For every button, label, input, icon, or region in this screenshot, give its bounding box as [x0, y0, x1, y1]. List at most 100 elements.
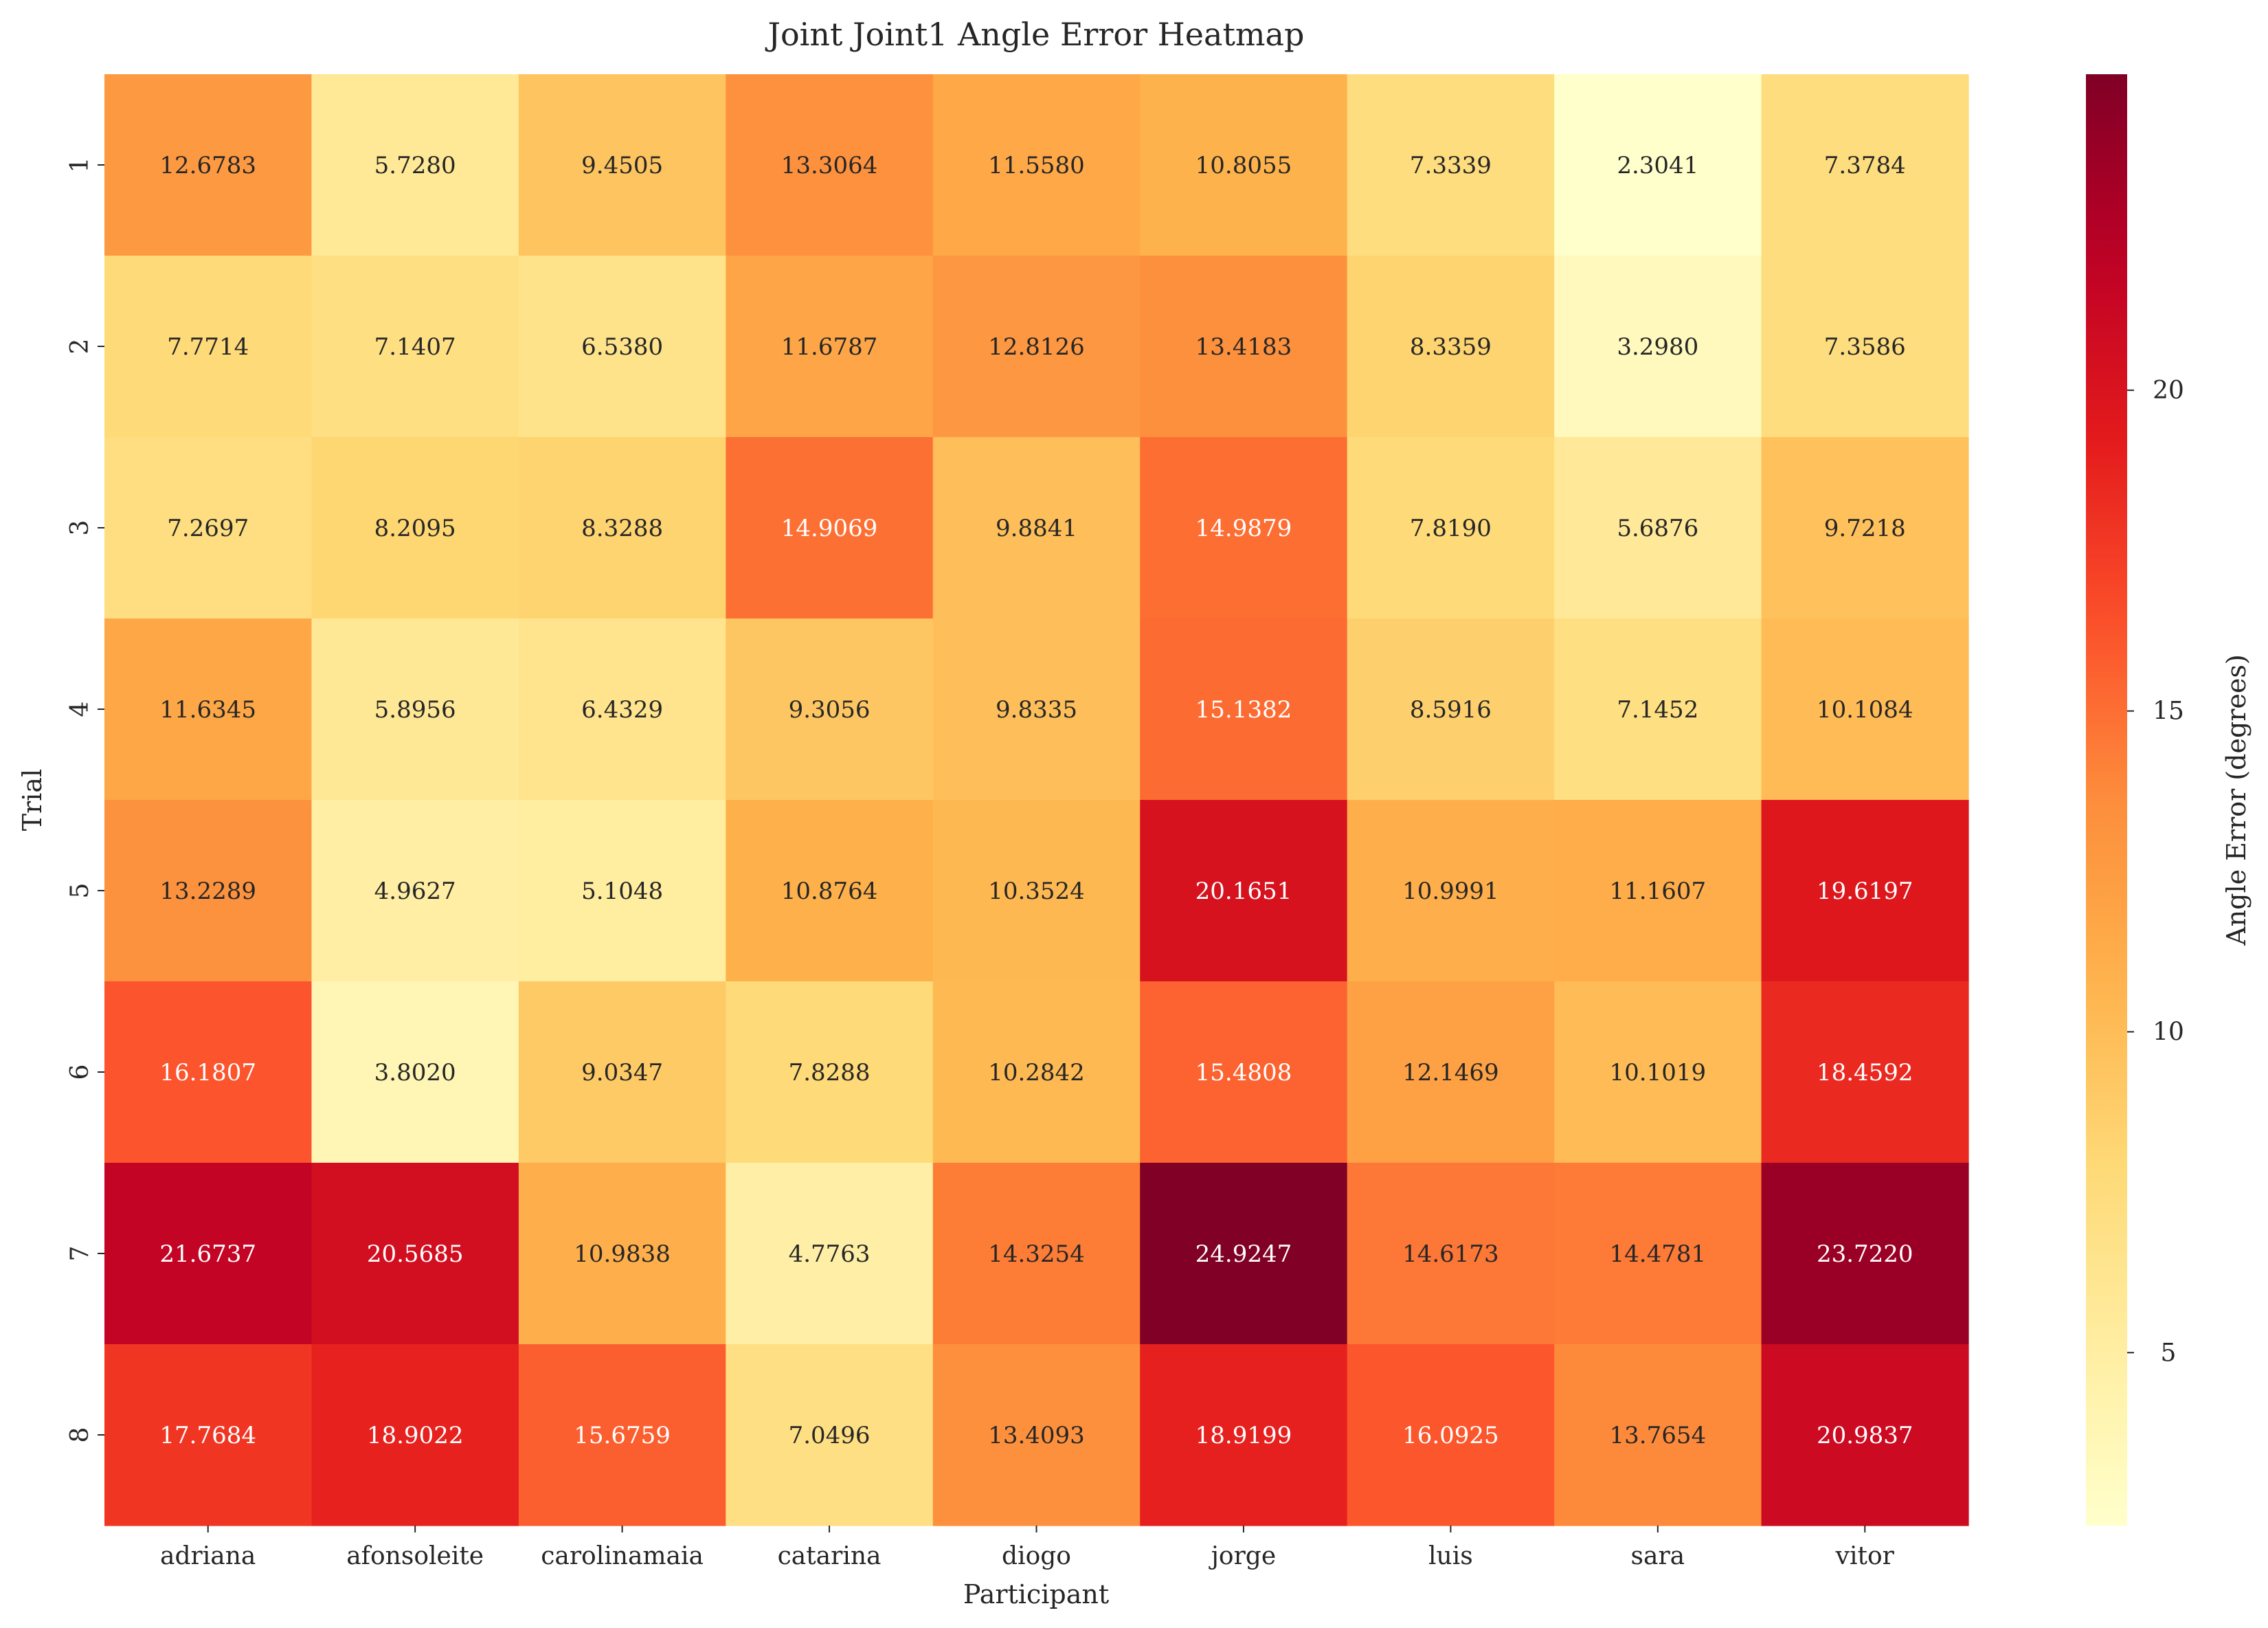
heatmap-cell: [518, 74, 726, 256]
cell-value-label: 18.9199: [1195, 1422, 1292, 1449]
cell-value-label: 11.5580: [988, 152, 1085, 179]
cell-value-label: 9.3056: [789, 696, 871, 724]
column-tick-label: afonsoleite: [346, 1542, 484, 1570]
heatmap-cell: [1140, 618, 1348, 801]
heatmap-cell: [1761, 1344, 1969, 1526]
heatmap-cell: [1140, 1344, 1348, 1526]
cell-value-label: 11.6787: [781, 333, 878, 361]
row-tick-label: 6: [66, 1064, 94, 1080]
heatmap-cell: [1554, 437, 1762, 619]
cell-value-label: 7.1452: [1617, 696, 1698, 724]
cell-value-label: 14.3254: [988, 1240, 1085, 1268]
column-tick-label: vitor: [1835, 1542, 1895, 1570]
heatmap-cell: [1347, 618, 1555, 801]
cell-value-label: 2.3041: [1617, 152, 1698, 179]
cell-value-label: 7.8190: [1410, 515, 1492, 542]
cell-value-label: 14.9879: [1195, 515, 1292, 542]
colorbar-label: Angle Error (degrees): [2221, 654, 2252, 946]
cell-value-label: 7.3784: [1824, 152, 1906, 179]
cell-value-label: 14.9069: [781, 515, 878, 542]
cell-value-label: 15.1382: [1195, 696, 1292, 724]
cell-value-label: 10.3524: [988, 878, 1085, 905]
cell-value-label: 5.8956: [374, 696, 456, 724]
heatmap-cell: [1347, 1344, 1555, 1526]
cell-value-label: 3.8020: [374, 1059, 456, 1086]
column-tick-label: diogo: [1002, 1542, 1071, 1570]
cell-value-label: 8.3359: [1410, 333, 1492, 361]
heatmap-cell: [104, 74, 313, 256]
heatmap-cell: [1140, 800, 1348, 982]
cell-value-label: 10.1019: [1610, 1059, 1707, 1086]
heatmap-cell: [104, 437, 313, 619]
heatmap-cell: [518, 618, 726, 801]
row-tick-label: 1: [66, 157, 94, 173]
heatmap-cell: [311, 437, 519, 619]
column-tick-label: jorge: [1209, 1542, 1276, 1570]
heatmap-cell: [311, 981, 519, 1163]
cell-value-label: 11.6345: [159, 696, 256, 724]
row-tick-label: 3: [66, 520, 94, 536]
heatmap-cell: [311, 1344, 519, 1526]
heatmap-cell: [104, 800, 313, 982]
x-axis-label: Participant: [963, 1579, 1109, 1609]
heatmap-cell: [1347, 800, 1555, 982]
heatmap-cell: [104, 1344, 313, 1526]
cell-value-label: 10.9838: [574, 1240, 671, 1268]
heatmap-cell: [518, 981, 726, 1163]
cell-value-label: 5.6876: [1617, 515, 1698, 542]
cell-value-label: 7.2697: [167, 515, 249, 542]
cell-value-label: 12.6783: [159, 152, 256, 179]
heatmap-cell: [932, 74, 1141, 256]
column-tick-label: adriana: [160, 1542, 256, 1570]
heatmap-cell: [726, 618, 934, 801]
cell-value-label: 8.5916: [1410, 696, 1492, 724]
heatmap-cell: [1140, 1163, 1348, 1345]
cell-value-label: 13.3064: [781, 152, 878, 179]
cell-value-label: 20.5685: [367, 1240, 464, 1268]
cell-value-label: 14.6173: [1402, 1240, 1499, 1268]
cell-value-label: 4.7763: [789, 1240, 871, 1268]
column-tick-labels: adriana afonsoleite carolinamaia catarina di…: [160, 1526, 1895, 1570]
heatmap-cell: [726, 800, 934, 982]
colorbar-tick-label: 20: [2153, 377, 2184, 405]
colorbar-tick-label: 5: [2161, 1339, 2177, 1367]
heatmap-cell: [518, 1163, 726, 1345]
cell-value-label: 16.0925: [1402, 1422, 1499, 1449]
heatmap-cell: [1761, 256, 1969, 438]
heatmap-cell: [311, 256, 519, 438]
heatmap-cell: [1761, 800, 1969, 982]
cell-value-label: 7.7714: [167, 333, 249, 361]
cell-value-label: 15.4808: [1195, 1059, 1292, 1086]
heatmap-cell: [1140, 981, 1348, 1163]
heatmap-cell: [1554, 981, 1762, 1163]
row-tick-label: 2: [66, 339, 94, 355]
cell-value-label: 7.3339: [1410, 152, 1492, 179]
row-tick-label: 4: [66, 702, 94, 717]
cell-value-label: 23.7220: [1817, 1240, 1913, 1268]
cell-value-label: 19.6197: [1817, 878, 1913, 905]
row-tick-label: 7: [66, 1246, 94, 1262]
heatmap-cell: [1347, 74, 1555, 256]
heatmap-cell: [726, 437, 934, 619]
heatmap-cell: [1554, 256, 1762, 438]
cell-value-label: 5.1048: [581, 878, 663, 905]
heatmap-cell: [932, 800, 1141, 982]
cell-value-label: 10.8764: [781, 878, 878, 905]
heatmap-cell: [1140, 74, 1348, 256]
cell-value-label: 18.9022: [367, 1422, 464, 1449]
heatmap-cell: [1554, 800, 1762, 982]
colorbar-tick-label: 10: [2153, 1018, 2184, 1046]
cell-value-label: 12.8126: [988, 333, 1085, 361]
cell-value-label: 7.0496: [789, 1422, 871, 1449]
heatmap-cell: [1140, 256, 1348, 438]
heatmap-cell: [1761, 74, 1969, 256]
row-tick-label: 5: [66, 883, 94, 899]
cell-value-label: 13.4183: [1195, 333, 1292, 361]
cell-value-label: 10.2842: [988, 1059, 1085, 1086]
column-tick-label: luis: [1428, 1542, 1473, 1570]
heatmap-cell: [726, 1344, 934, 1526]
heatmap-cell: [726, 256, 934, 438]
heatmap-cell: [1347, 1163, 1555, 1345]
heatmap-cell: [726, 74, 934, 256]
